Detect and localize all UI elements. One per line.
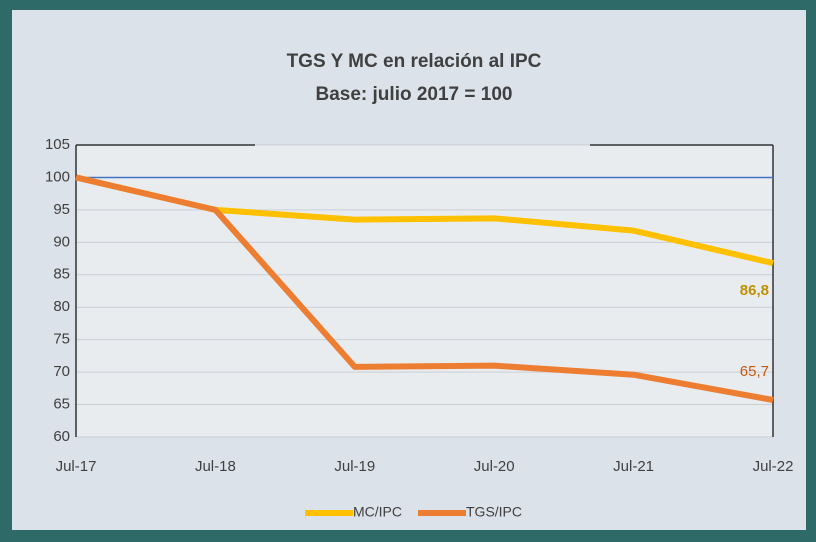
y-tick-label: 105 <box>45 136 70 153</box>
y-tick-label: 95 <box>53 201 70 218</box>
x-tick-label: Jul-20 <box>474 458 515 475</box>
series-line <box>75 174 774 403</box>
x-tick-label: Jul-17 <box>56 458 97 475</box>
x-tick-label: Jul-18 <box>195 458 236 475</box>
y-tick-label: 60 <box>53 428 70 445</box>
y-tick-label: 85 <box>53 266 70 283</box>
y-tick-label: 80 <box>53 298 70 315</box>
x-tick-label: Jul-19 <box>334 458 375 475</box>
y-tick-label: 65 <box>53 396 70 413</box>
y-tick-label: 100 <box>45 168 70 185</box>
y-tick-label: 70 <box>53 363 70 380</box>
legend-label: MC/IPC <box>353 504 402 520</box>
legend-label: TGS/IPC <box>466 504 522 520</box>
data-label: 65,7 <box>740 363 769 380</box>
data-label: 86,8 <box>740 282 769 299</box>
chart-subtitle: Base: julio 2017 = 100 <box>316 84 513 105</box>
y-tick-label: 90 <box>53 233 70 250</box>
x-tick-label: Jul-21 <box>613 458 654 475</box>
plot-area <box>76 145 773 437</box>
chart-title: TGS Y MC en relación al IPC <box>287 51 542 72</box>
y-tick-label: 75 <box>53 331 70 348</box>
x-tick-label: Jul-22 <box>753 458 794 475</box>
